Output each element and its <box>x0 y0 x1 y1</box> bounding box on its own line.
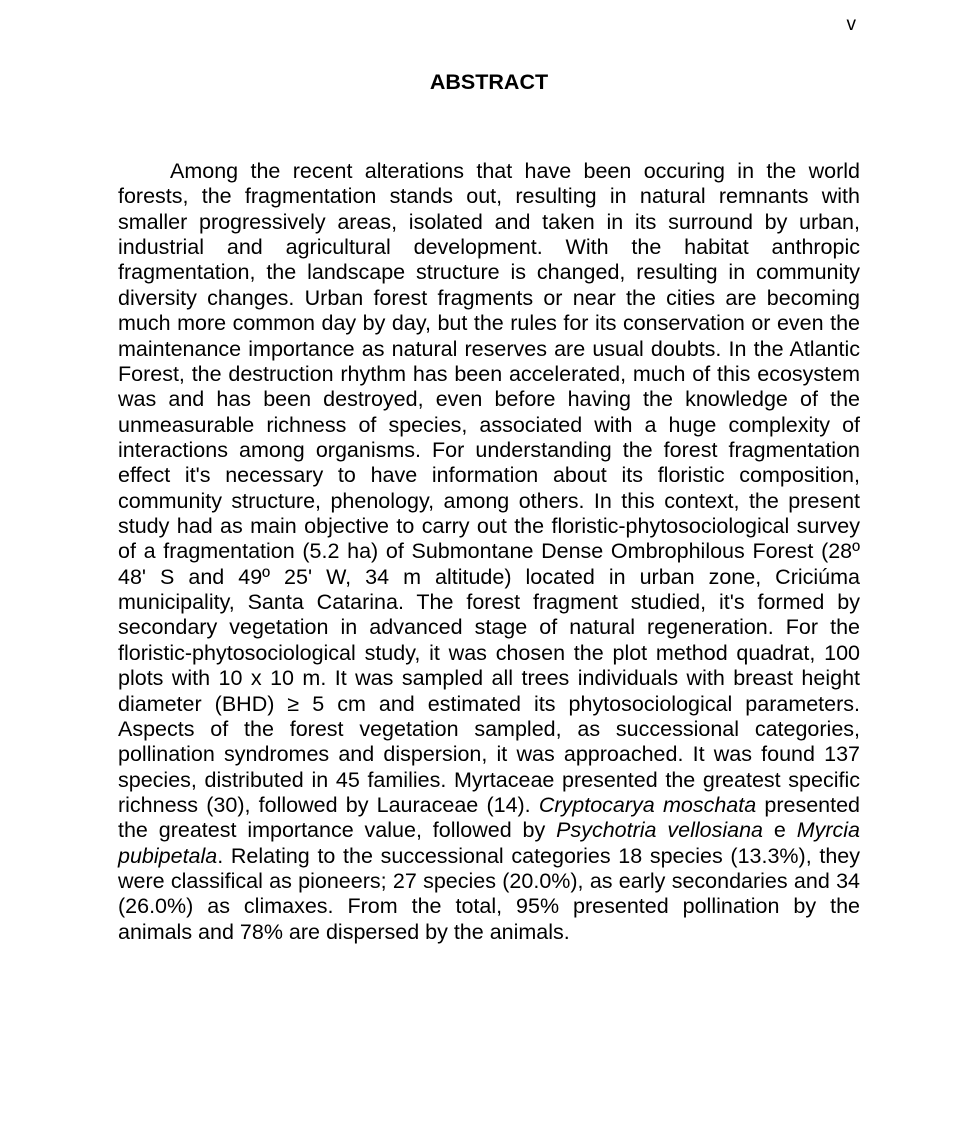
page-number: v <box>847 14 857 36</box>
abstract-text: Among the recent alterations that have b… <box>118 159 860 945</box>
abstract-title: ABSTRACT <box>118 70 860 95</box>
